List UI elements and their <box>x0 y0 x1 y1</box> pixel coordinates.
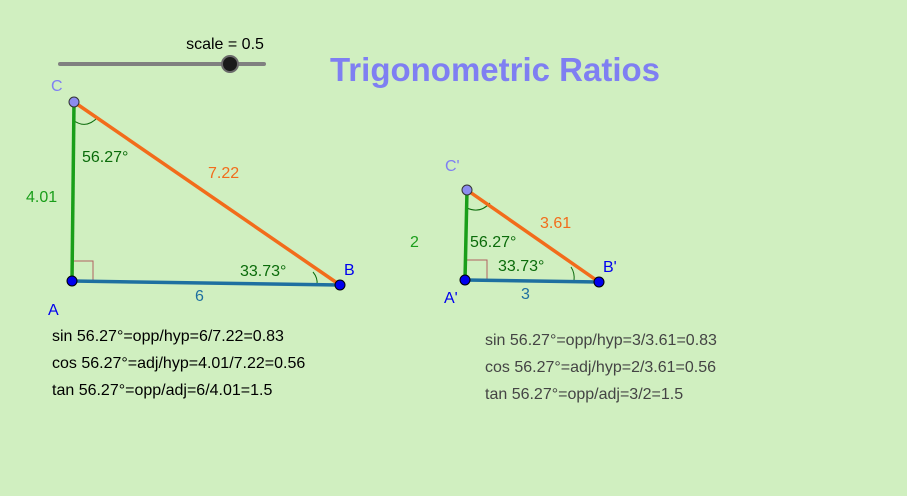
side-label-opposite: 4.01 <box>26 189 57 206</box>
vertex-c-point[interactable] <box>461 184 473 196</box>
side-label-hypotenuse: 3.61 <box>540 215 571 232</box>
vertex-label-b: B <box>344 262 355 279</box>
vertex-c-point[interactable] <box>68 96 80 108</box>
small-ratios: sin 56.27°=opp/hyp=3/3.61=0.83 cos 56.27… <box>485 332 717 403</box>
side-label-adjacent: 6 <box>195 288 204 305</box>
side-opposite[interactable] <box>463 189 469 281</box>
vertex-a-point[interactable] <box>66 275 78 287</box>
side-hypotenuse[interactable] <box>73 100 341 287</box>
ratio-tan: tan 56.27°=opp/adj=6/4.01=1.5 <box>52 382 272 399</box>
small-triangle: C' A' B' 2 3 3.61 56.27° 33.73° <box>410 158 617 307</box>
ratio-cos: cos 56.27°=adj/hyp=4.01/7.22=0.56 <box>52 355 305 372</box>
ratio-sin: sin 56.27°=opp/hyp=3/3.61=0.83 <box>485 332 717 349</box>
ratio-cos: cos 56.27°=adj/hyp=2/3.61=0.56 <box>485 359 716 376</box>
vertex-label-a: A' <box>444 290 458 307</box>
side-adjacent[interactable] <box>464 278 600 284</box>
vertex-label-c: C' <box>445 158 460 175</box>
vertex-label-a: A <box>48 302 59 319</box>
side-adjacent[interactable] <box>71 279 341 287</box>
angle-arc-c <box>72 116 99 125</box>
big-triangle: C A B 4.01 6 7.22 56.27° 33.73° <box>26 78 355 319</box>
angle-label-b: 33.73° <box>240 263 286 280</box>
angle-label-c: 56.27° <box>82 149 128 166</box>
side-hypotenuse[interactable] <box>465 188 601 284</box>
page-title: Trigonometric Ratios <box>330 51 660 88</box>
vertex-b-point[interactable] <box>334 279 346 291</box>
slider-handle[interactable] <box>221 55 239 73</box>
vertex-b-point[interactable] <box>593 276 605 288</box>
side-opposite[interactable] <box>70 101 76 282</box>
big-ratios: sin 56.27°=opp/hyp=6/7.22=0.83 cos 56.27… <box>52 328 305 399</box>
angle-arc-b <box>570 266 575 282</box>
vertex-a-point[interactable] <box>459 274 471 286</box>
ratio-sin: sin 56.27°=opp/hyp=6/7.22=0.83 <box>52 328 284 345</box>
scale-slider[interactable]: scale = 0.5 <box>58 36 266 73</box>
vertex-label-c: C <box>51 78 63 95</box>
angle-label-b: 33.73° <box>498 258 544 275</box>
side-label-hypotenuse: 7.22 <box>208 165 239 182</box>
slider-label: scale = 0.5 <box>186 36 264 53</box>
vertex-label-b: B' <box>603 259 617 276</box>
side-label-opposite: 2 <box>410 234 419 251</box>
angle-label-c: 56.27° <box>470 234 516 251</box>
ratio-tan: tan 56.27°=opp/adj=3/2=1.5 <box>485 386 683 403</box>
side-label-adjacent: 3 <box>521 286 530 303</box>
